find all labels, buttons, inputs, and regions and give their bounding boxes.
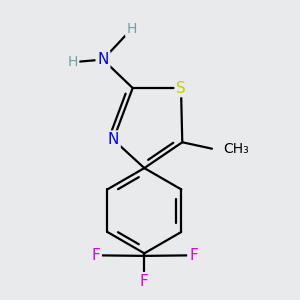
Text: N: N [97, 52, 109, 67]
Text: S: S [176, 80, 186, 95]
Text: H: H [127, 22, 137, 36]
Text: F: F [92, 248, 100, 263]
Text: F: F [140, 274, 149, 289]
Text: N: N [108, 132, 119, 147]
Text: H: H [67, 55, 78, 69]
Text: CH₃: CH₃ [224, 142, 249, 156]
Text: F: F [189, 248, 198, 263]
